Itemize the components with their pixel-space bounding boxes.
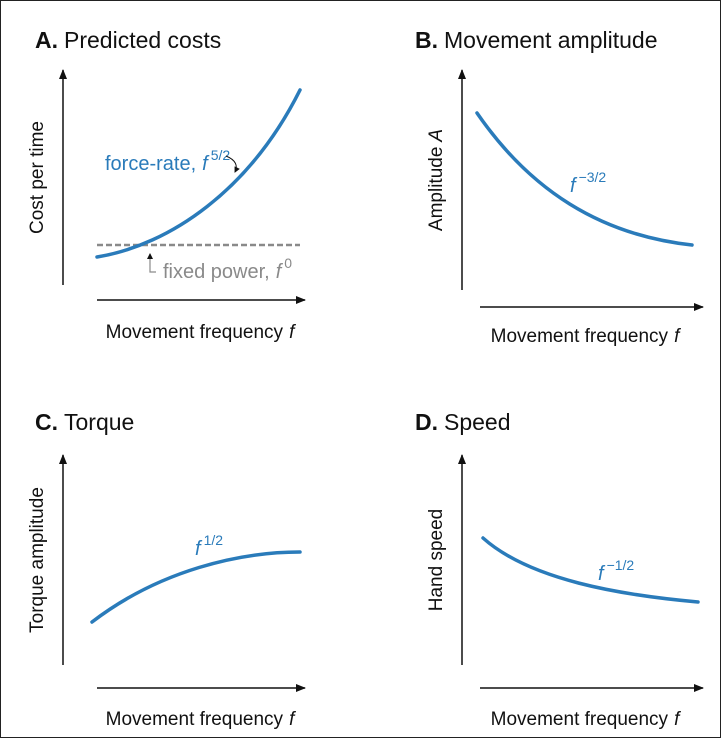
panel-title: B. Movement amplitude [415,27,658,53]
curve [481,536,700,604]
annotation: fixed power, f 0 [163,255,292,283]
y-axis-label: Hand speed [426,509,447,611]
panel-title: D. Speed [415,409,511,435]
y-axis-label: Amplitude A [426,129,447,231]
annotation-base: f [276,261,284,283]
annotation-text: fixed power, [163,261,270,283]
y-label-text: Cost per time [27,121,48,234]
annotation-hook [147,253,156,273]
curve [475,111,694,247]
x-variable: f [674,326,681,347]
x-label-text: Movement frequency [106,322,284,343]
panel: C. Torque Torque amplitude Movement frequen… [27,409,306,730]
x-variable: f [674,709,681,730]
y-axis-label: Cost per time [27,121,48,234]
annotation-exponent: −1/2 [607,557,635,573]
annotation: f −1/2 [598,557,634,585]
y-label-text: Hand speed [426,509,447,611]
annotation-base: f [195,538,203,560]
x-axis-label: Movement frequency f [106,709,296,730]
annotation-arrow [225,155,240,173]
panel-title-text: Predicted costs [64,27,221,53]
panel-letter: C. [35,409,58,435]
annotation-base: f [202,153,210,175]
x-axis-label: Movement frequency f [491,326,681,347]
annotation-base: f [598,563,606,585]
annotation: f −3/2 [570,169,606,197]
curve [90,550,302,624]
annotation: force-rate, f 5/2 [105,147,230,175]
annotation-exponent: 1/2 [204,532,224,548]
y-label-text: Torque amplitude [27,487,48,633]
panel-letter: A. [35,27,58,53]
y-axis-label: Torque amplitude [27,487,48,633]
panel-title-text: Torque [64,409,134,435]
annotation-exponent: 5/2 [211,147,231,163]
x-axis-label: Movement frequency f [491,709,681,730]
panel-letter: B. [415,27,438,53]
x-variable: f [289,709,296,730]
annotation-base: f [570,175,578,197]
x-variable: f [289,322,296,343]
annotation: f 1/2 [195,532,223,560]
panel-title-text: Movement amplitude [444,27,658,53]
annotation-exponent: 0 [284,255,292,271]
y-label-text: Amplitude [426,147,447,232]
y-variable: A [426,129,447,143]
panel-title: C. Torque [35,409,134,435]
curve [95,88,302,259]
annotation-text: force-rate, [105,153,196,175]
panel-letter: D. [415,409,438,435]
x-axis-label: Movement frequency f [106,322,296,343]
panel: B. Movement amplitude Amplitude A Movement f… [415,27,704,347]
panel-title: A. Predicted costs [35,27,221,53]
annotation-exponent: −3/2 [579,169,607,185]
panel: A. Predicted costs Cost per time Movement f… [27,27,306,343]
x-label-text: Movement frequency [491,709,669,730]
x-label-text: Movement frequency [491,326,669,347]
panel-title-text: Speed [444,409,511,435]
x-label-text: Movement frequency [106,709,284,730]
